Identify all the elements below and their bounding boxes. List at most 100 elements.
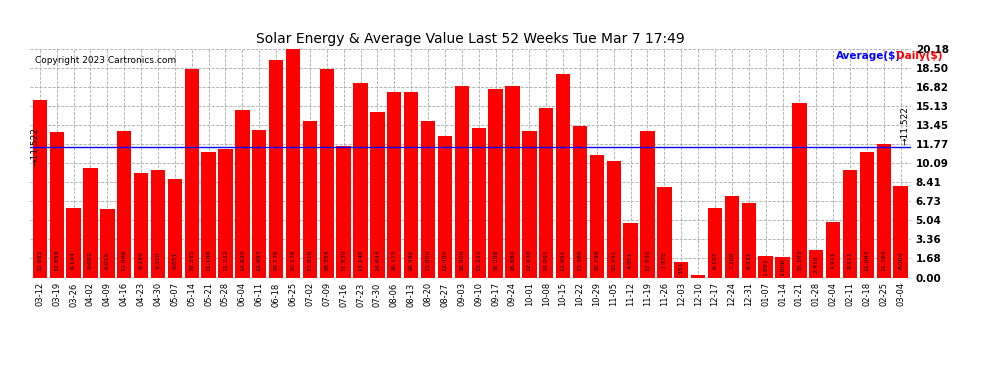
Text: 7.168: 7.168	[730, 252, 735, 269]
Bar	[742, 204, 756, 278]
Text: Daily($): Daily($)	[896, 51, 942, 61]
Bar	[286, 49, 300, 278]
Bar	[607, 161, 621, 278]
Bar	[725, 196, 740, 278]
Bar	[236, 110, 249, 278]
Text: 12.859: 12.859	[54, 250, 59, 271]
Bar	[438, 136, 452, 278]
Bar	[708, 208, 722, 278]
Bar	[894, 186, 908, 278]
Text: 12.455: 12.455	[443, 250, 447, 271]
Bar	[539, 108, 553, 278]
Text: 9.510: 9.510	[155, 252, 160, 269]
Text: 12.930: 12.930	[644, 250, 650, 272]
Text: 14.991: 14.991	[544, 250, 548, 272]
Text: 13.816: 13.816	[308, 250, 313, 271]
Text: 6.144: 6.144	[71, 252, 76, 269]
Text: 14.644: 14.644	[375, 250, 380, 272]
Bar	[624, 222, 638, 278]
Bar	[387, 92, 402, 278]
Bar	[657, 187, 671, 278]
Bar	[826, 222, 841, 278]
Text: 1.351: 1.351	[679, 261, 684, 279]
Text: 6.107: 6.107	[713, 252, 718, 269]
Text: 16.588: 16.588	[493, 250, 498, 271]
Text: 9.692: 9.692	[88, 252, 93, 269]
Bar	[859, 152, 874, 278]
Bar	[758, 256, 773, 278]
Text: 15.685: 15.685	[38, 250, 43, 271]
Text: 6.531: 6.531	[746, 252, 751, 269]
Bar	[66, 208, 81, 278]
Text: 17.951: 17.951	[560, 250, 565, 271]
Text: 11.332: 11.332	[223, 250, 228, 272]
Bar	[320, 69, 334, 278]
Text: 17.146: 17.146	[358, 250, 363, 271]
Text: 7.975: 7.975	[662, 252, 667, 269]
Bar	[842, 170, 857, 278]
Bar	[454, 86, 469, 278]
Text: 12.930: 12.930	[527, 250, 532, 272]
Text: 14.820: 14.820	[240, 250, 245, 271]
Text: 11.764: 11.764	[881, 250, 886, 271]
Text: 8.064: 8.064	[898, 252, 903, 269]
Bar	[404, 92, 419, 278]
Bar	[50, 132, 64, 278]
Bar	[522, 131, 537, 278]
Text: →11.522: →11.522	[31, 128, 40, 166]
Text: 1.893: 1.893	[763, 258, 768, 276]
Bar	[252, 130, 266, 278]
Text: 12.968: 12.968	[122, 250, 127, 271]
Text: 8.651: 8.651	[172, 252, 177, 269]
Text: 18.354: 18.354	[325, 250, 330, 271]
Text: 4.911: 4.911	[831, 252, 836, 269]
Text: 19.176: 19.176	[273, 250, 278, 271]
Text: 2.416: 2.416	[814, 255, 819, 273]
Text: 11.630: 11.630	[342, 250, 346, 271]
Bar	[421, 121, 436, 278]
Text: 15.393: 15.393	[797, 250, 802, 272]
Text: →11.522: →11.522	[900, 106, 909, 145]
Text: 13.380: 13.380	[577, 250, 582, 271]
Text: 18.355: 18.355	[189, 250, 194, 271]
Bar	[775, 257, 790, 278]
Text: 1.806: 1.806	[780, 258, 785, 276]
Text: 11.094: 11.094	[864, 250, 869, 271]
Bar	[370, 111, 384, 278]
Bar	[134, 172, 148, 278]
Text: 4.851: 4.851	[628, 252, 633, 269]
Text: 16.396: 16.396	[409, 250, 414, 271]
Text: 16.375: 16.375	[392, 250, 397, 271]
Bar	[590, 155, 604, 278]
Bar	[219, 149, 233, 278]
Text: 9.249: 9.249	[139, 252, 144, 270]
Bar	[488, 90, 503, 278]
Title: Solar Energy & Average Value Last 52 Weeks Tue Mar 7 17:49: Solar Energy & Average Value Last 52 Wee…	[255, 32, 685, 46]
Bar	[184, 69, 199, 278]
Bar	[556, 74, 570, 278]
Text: 6.015: 6.015	[105, 252, 110, 269]
Bar	[353, 83, 367, 278]
Text: 13.800: 13.800	[426, 250, 431, 271]
Text: 9.511: 9.511	[847, 252, 852, 269]
Text: Copyright 2023 Cartronics.com: Copyright 2023 Cartronics.com	[35, 56, 176, 64]
Bar	[471, 128, 486, 278]
Text: 20.178: 20.178	[290, 250, 296, 271]
Bar	[117, 130, 132, 278]
Bar	[876, 144, 891, 278]
Text: 10.241: 10.241	[611, 250, 616, 271]
Bar	[573, 126, 587, 278]
Bar	[337, 146, 350, 278]
Bar	[674, 262, 688, 278]
Bar	[150, 170, 165, 278]
Text: 13.221: 13.221	[476, 250, 481, 272]
Bar	[33, 100, 47, 278]
Text: 16.900: 16.900	[459, 250, 464, 271]
Bar	[100, 209, 115, 278]
Text: Average($): Average($)	[836, 51, 901, 61]
Bar	[83, 168, 98, 278]
Text: 11.108: 11.108	[206, 250, 211, 271]
Bar	[303, 121, 317, 278]
Text: 12.993: 12.993	[256, 249, 261, 272]
Text: 10.799: 10.799	[594, 250, 599, 272]
